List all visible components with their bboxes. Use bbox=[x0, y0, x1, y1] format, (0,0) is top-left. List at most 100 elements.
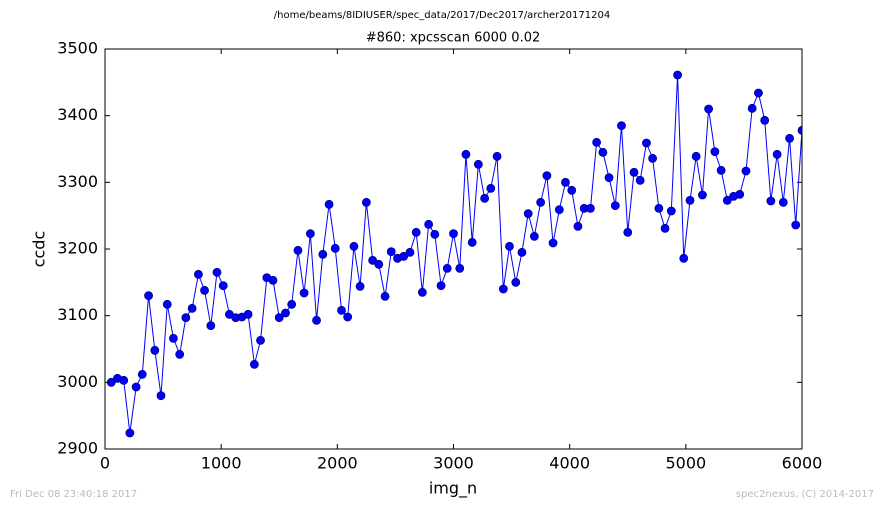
data-point bbox=[785, 133, 794, 143]
data-point bbox=[131, 382, 141, 392]
data-point bbox=[461, 149, 471, 159]
data-point bbox=[523, 209, 533, 219]
data-point bbox=[673, 70, 682, 80]
x-tick-label: 0 bbox=[100, 454, 110, 473]
data-point bbox=[772, 149, 782, 159]
data-point bbox=[797, 125, 802, 135]
data-point bbox=[760, 115, 770, 125]
data-point bbox=[791, 220, 801, 230]
data-point bbox=[498, 284, 508, 294]
data-point bbox=[610, 201, 620, 211]
data-point bbox=[206, 321, 216, 331]
data-point bbox=[598, 147, 608, 157]
y-tick-label: 2900 bbox=[57, 439, 98, 458]
data-point bbox=[635, 175, 645, 185]
data-point bbox=[281, 308, 290, 318]
data-point bbox=[349, 241, 359, 251]
data-point bbox=[455, 263, 465, 273]
data-point bbox=[417, 287, 427, 297]
data-point bbox=[249, 359, 259, 369]
x-tick-label: 1000 bbox=[201, 454, 242, 473]
x-tick-label: 5000 bbox=[665, 454, 706, 473]
data-point bbox=[430, 229, 440, 239]
data-point bbox=[324, 199, 334, 209]
x-tick-label: 3000 bbox=[433, 454, 474, 473]
footer-left: Fri Dec 08 23:40:18 2017 bbox=[10, 489, 137, 500]
footer-right: spec2nexus, (C) 2014-2017 bbox=[736, 489, 874, 500]
suptitle: /home/beams/8IDIUSER/spec_data/2017/Dec2… bbox=[274, 10, 610, 21]
axes-frame bbox=[104, 48, 803, 450]
data-point bbox=[704, 104, 714, 114]
data-point bbox=[778, 197, 788, 207]
y-tick-label: 3300 bbox=[57, 172, 98, 191]
data-point bbox=[698, 190, 707, 200]
data-point bbox=[735, 189, 745, 199]
data-point bbox=[411, 227, 421, 237]
data-point bbox=[293, 245, 303, 255]
data-point bbox=[144, 291, 153, 301]
data-point bbox=[511, 277, 521, 287]
data-point bbox=[548, 238, 558, 248]
data-point bbox=[480, 193, 490, 203]
data-point bbox=[642, 138, 651, 148]
data-point bbox=[355, 281, 365, 291]
data-point bbox=[442, 263, 452, 273]
data-point bbox=[716, 165, 726, 175]
data-point bbox=[169, 333, 178, 343]
x-tick-label: 4000 bbox=[549, 454, 590, 473]
data-point bbox=[536, 197, 546, 207]
data-point bbox=[330, 243, 340, 253]
data-point bbox=[125, 428, 135, 438]
data-point bbox=[361, 197, 371, 207]
data-point bbox=[162, 299, 172, 309]
data-point bbox=[274, 313, 284, 323]
data-point bbox=[343, 312, 353, 322]
data-point bbox=[573, 221, 583, 231]
data-point bbox=[604, 173, 614, 183]
data-point bbox=[666, 206, 676, 216]
data-point bbox=[405, 247, 415, 257]
data-point bbox=[305, 229, 315, 239]
data-point bbox=[399, 251, 409, 261]
data-point bbox=[567, 185, 577, 195]
data-point bbox=[747, 103, 757, 113]
data-point bbox=[119, 375, 129, 385]
data-point bbox=[318, 249, 328, 259]
data-point bbox=[629, 167, 639, 177]
data-point bbox=[592, 137, 602, 147]
data-line bbox=[111, 74, 802, 434]
data-point bbox=[486, 183, 496, 193]
data-point bbox=[554, 205, 564, 215]
data-point bbox=[492, 151, 502, 161]
data-point bbox=[648, 153, 658, 163]
data-point bbox=[287, 299, 297, 309]
data-point bbox=[654, 203, 664, 213]
data-point bbox=[660, 223, 670, 233]
data-point bbox=[218, 281, 228, 291]
y-tick-label: 3200 bbox=[57, 239, 98, 258]
data-point bbox=[424, 219, 434, 229]
data-point bbox=[187, 303, 197, 313]
y-tick-label: 3000 bbox=[57, 372, 98, 391]
data-point bbox=[617, 121, 626, 131]
plot-area bbox=[106, 70, 802, 438]
data-point bbox=[679, 253, 689, 263]
data-point bbox=[766, 196, 776, 206]
data-point bbox=[380, 291, 390, 301]
data-point bbox=[754, 88, 763, 98]
data-point bbox=[337, 305, 346, 315]
y-tick-label: 3500 bbox=[57, 39, 98, 58]
x-tick-label: 2000 bbox=[317, 454, 358, 473]
data-point bbox=[710, 147, 720, 157]
data-point bbox=[386, 247, 396, 257]
data-point bbox=[193, 269, 203, 279]
y-tick-label: 3400 bbox=[57, 105, 98, 124]
data-point bbox=[691, 151, 701, 161]
data-point bbox=[449, 229, 458, 239]
data-point bbox=[436, 281, 446, 291]
data-point bbox=[256, 335, 265, 345]
data-point bbox=[586, 203, 595, 213]
data-point bbox=[741, 166, 751, 176]
data-point bbox=[623, 227, 633, 237]
